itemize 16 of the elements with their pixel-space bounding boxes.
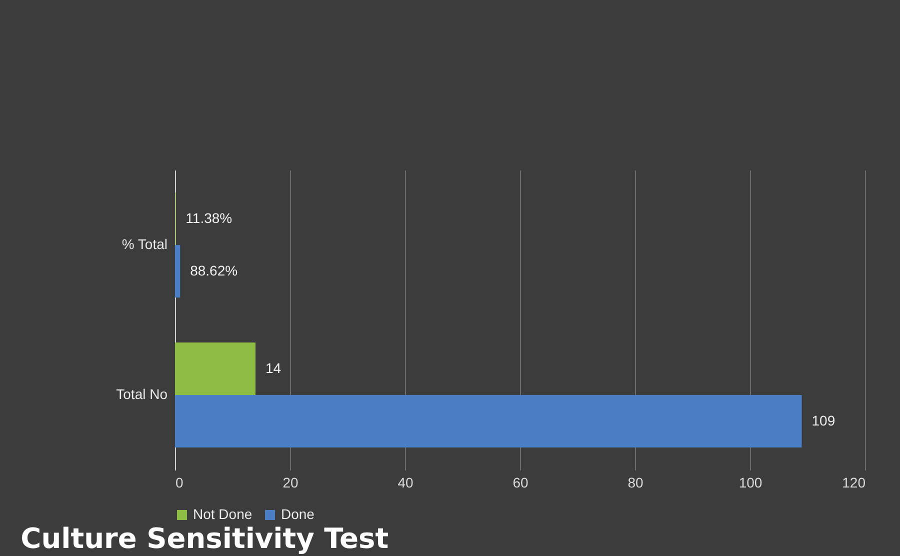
- legend-label: Done: [281, 506, 315, 522]
- text: Culture Sensitivity Test: [20, 522, 389, 555]
- data-label: 109: [812, 412, 836, 428]
- x-tick-label: 0: [176, 474, 184, 490]
- y-tick-label: % Total: [122, 236, 168, 252]
- x-tick-label: 20: [282, 474, 298, 490]
- x-tick-label: 120: [842, 474, 866, 490]
- data-label: 88.62%: [190, 262, 238, 278]
- legend-label: Not Done: [193, 506, 252, 522]
- x-tick-label: 40: [398, 474, 414, 490]
- data-label: 11.38%: [186, 210, 232, 226]
- y-tick-label: Total No: [116, 386, 168, 402]
- data-label: 14: [266, 360, 282, 376]
- x-tick-label: 80: [628, 474, 644, 490]
- x-tick-label: 60: [512, 474, 528, 490]
- x-tick-label: 100: [738, 474, 762, 490]
